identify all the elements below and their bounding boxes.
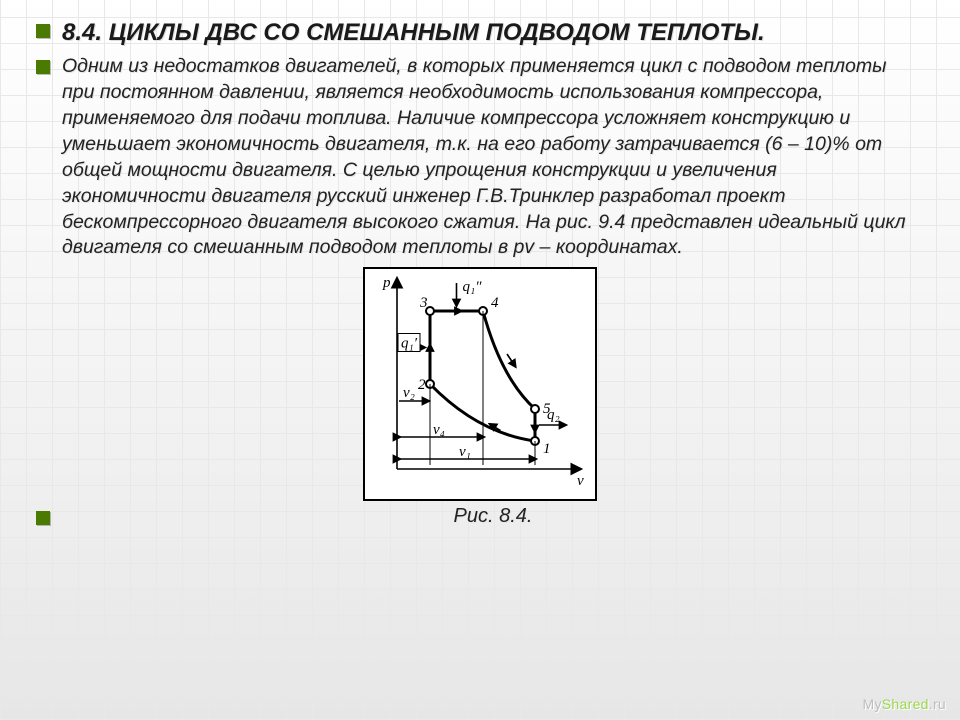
svg-text:4: 4 xyxy=(491,295,499,311)
axis-label-v: ν xyxy=(577,473,584,489)
paragraph-item: Одним из недостатков двигателей, в котор… xyxy=(36,54,924,261)
bullet-list: 8.4. ЦИКЛЫ ДВС СО СМЕШАННЫМ ПОДВОДОМ ТЕП… xyxy=(36,18,924,261)
svg-text:2: 2 xyxy=(418,377,426,393)
body-paragraph: Одним из недостатков двигателей, в котор… xyxy=(62,54,924,261)
pv-diagram-svg: p ν 12345 q₁′q₁″q₂ ν₂ν₄ν₁ xyxy=(365,269,595,499)
diagram-container: p ν 12345 q₁′q₁″q₂ ν₂ν₄ν₁ xyxy=(36,267,924,501)
figure-caption: Рис. 8.4. xyxy=(454,505,533,528)
watermark: MyShared.ru xyxy=(863,696,946,712)
svg-text:1: 1 xyxy=(543,441,551,457)
svg-text:ν₂: ν₂ xyxy=(403,385,415,401)
watermark-right: Shared xyxy=(882,696,929,712)
svg-text:ν₁: ν₁ xyxy=(459,444,471,460)
heading-item: 8.4. ЦИКЛЫ ДВС СО СМЕШАННЫМ ПОДВОДОМ ТЕП… xyxy=(36,18,924,48)
caption-item: Рис. 8.4. xyxy=(36,505,924,528)
watermark-left: My xyxy=(863,696,882,712)
svg-text:q₂: q₂ xyxy=(547,407,560,423)
section-heading: 8.4. ЦИКЛЫ ДВС СО СМЕШАННЫМ ПОДВОДОМ ТЕП… xyxy=(62,18,924,48)
watermark-suffix: .ru xyxy=(929,696,946,712)
svg-text:q₁′: q₁′ xyxy=(401,336,418,352)
slide-content: 8.4. ЦИКЛЫ ДВС СО СМЕШАННЫМ ПОДВОДОМ ТЕП… xyxy=(0,0,960,528)
svg-text:3: 3 xyxy=(419,295,428,311)
pv-diagram: p ν 12345 q₁′q₁″q₂ ν₂ν₄ν₁ xyxy=(363,267,597,501)
svg-text:ν₄: ν₄ xyxy=(433,422,445,438)
axis-label-p: p xyxy=(382,275,391,291)
caption-list: Рис. 8.4. xyxy=(36,505,924,528)
svg-text:q₁″: q₁″ xyxy=(463,279,483,295)
